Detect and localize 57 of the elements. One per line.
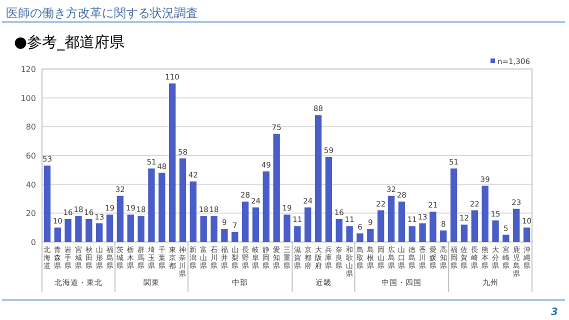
bar xyxy=(304,207,312,242)
bar xyxy=(388,196,395,242)
bar xyxy=(127,214,134,242)
bar xyxy=(168,83,176,242)
bar xyxy=(377,210,384,242)
bar xyxy=(210,216,218,242)
bar xyxy=(262,171,270,242)
bar xyxy=(252,207,260,242)
bar xyxy=(284,214,290,242)
bar xyxy=(336,218,342,242)
bar xyxy=(148,168,155,242)
bar xyxy=(75,216,82,242)
bar xyxy=(356,233,364,242)
bar xyxy=(242,202,249,242)
bar xyxy=(492,220,499,242)
bar xyxy=(419,223,426,242)
bar xyxy=(325,156,332,242)
bar xyxy=(460,224,468,242)
y-tick-label: 120 xyxy=(20,65,36,74)
y-tick-label: 40 xyxy=(26,180,36,190)
bar xyxy=(64,218,72,242)
y-tick-label: 20 xyxy=(26,209,36,218)
bar xyxy=(44,166,51,242)
bar xyxy=(96,223,103,242)
bar xyxy=(200,216,207,242)
y-tick-label: 0 xyxy=(30,238,36,247)
chart-title: 医師の働き方改革に関する状況調査 xyxy=(6,6,198,20)
chart-subtitle: ●参考_都道府県 xyxy=(14,33,125,51)
bar xyxy=(430,212,436,242)
y-tick-label: 80 xyxy=(26,122,36,132)
bar xyxy=(221,229,228,242)
bar xyxy=(158,172,166,242)
bar xyxy=(190,181,197,242)
bar xyxy=(179,158,186,242)
bar xyxy=(116,196,124,242)
bar xyxy=(273,134,280,242)
bar xyxy=(471,210,478,242)
bar xyxy=(450,168,458,242)
bar xyxy=(86,218,92,242)
y-tick-label: 100 xyxy=(20,94,36,103)
bar xyxy=(314,115,322,242)
y-tick-label: 60 xyxy=(26,152,36,160)
bar xyxy=(54,228,61,242)
bar xyxy=(440,230,447,242)
bar xyxy=(106,214,114,242)
bar xyxy=(408,226,416,242)
bar xyxy=(294,226,301,242)
bar xyxy=(232,232,238,242)
bar xyxy=(513,208,520,242)
bar xyxy=(346,226,353,242)
bar xyxy=(138,216,144,242)
bar xyxy=(367,229,374,242)
bar xyxy=(523,228,530,242)
bar xyxy=(398,202,406,242)
bar xyxy=(482,186,488,242)
text: 3 xyxy=(551,307,558,318)
bar xyxy=(502,234,510,242)
